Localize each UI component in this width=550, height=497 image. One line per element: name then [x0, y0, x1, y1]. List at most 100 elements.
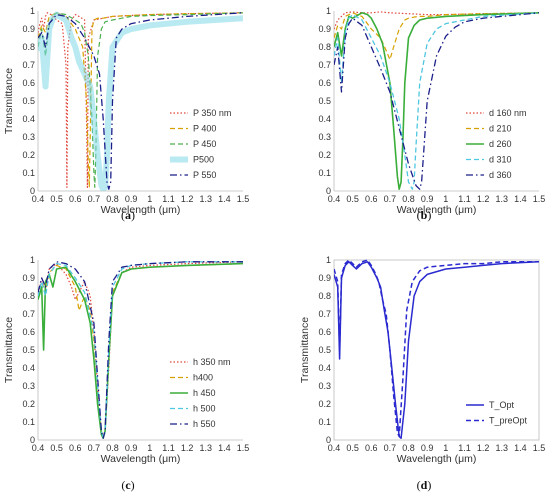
x-tick-label: 0.7: [384, 194, 397, 204]
legend-entry: P 400: [193, 124, 216, 134]
x-tick-label: 0.4: [32, 443, 45, 453]
x-tick-label: 1.3: [199, 194, 212, 204]
legend-entry: d 360: [489, 170, 512, 180]
x-tick-label: 0.6: [365, 194, 378, 204]
x-tick-label: 1.1: [162, 443, 175, 453]
y-tick-label: 0.6: [22, 78, 35, 88]
series-line-2: [38, 12, 243, 188]
y-tick-label: 0.3: [318, 132, 331, 142]
y-tick-label: 1: [326, 255, 331, 265]
y-tick-label: 0.6: [22, 327, 35, 337]
y-tick-label: 0.7: [318, 60, 331, 70]
legend-entry: P500: [193, 155, 214, 165]
y-tick-label: 0.2: [22, 399, 35, 409]
y-tick-label: 0: [30, 435, 35, 445]
y-tick-label: 0.4: [22, 114, 35, 124]
x-tick-label: 0.8: [106, 194, 119, 204]
series-group: [38, 11, 243, 191]
x-tick-label: 0.6: [69, 443, 82, 453]
legend: h 350 nm h400 h 450 h 500 h 550: [170, 357, 231, 429]
y-tick-label: 1: [326, 6, 331, 16]
panel-label: (c): [121, 478, 134, 492]
x-tick-label: 1.4: [218, 194, 231, 204]
y-tick-label: 0.8: [318, 291, 331, 301]
series-group: [334, 11, 539, 190]
x-tick-label: 1.4: [514, 443, 527, 453]
y-tick-label: 0.3: [22, 381, 35, 391]
y-tick-label: 0.1: [318, 168, 331, 178]
y-tick-label: 0.2: [318, 150, 331, 160]
x-tick-label: 1: [147, 443, 152, 453]
series-line-5: [38, 12, 243, 190]
x-axis-label: Wavelength (μm): [397, 204, 477, 216]
series-group: [334, 259, 539, 439]
y-tick-label: 0.6: [318, 78, 331, 88]
series-line-5: [38, 261, 243, 439]
legend: T_Opt T_preOpt: [466, 400, 528, 426]
y-tick-label: 0.1: [22, 168, 35, 178]
x-tick-label: 0.9: [125, 194, 138, 204]
x-tick-label: 1.5: [237, 443, 250, 453]
y-tick-label: 0.8: [318, 42, 331, 52]
legend-entry: T_preOpt: [489, 416, 528, 426]
x-tick-label: 1.4: [218, 443, 231, 453]
y-tick-label: 0.7: [22, 309, 35, 319]
series-line-5: [334, 12, 539, 190]
legend: d 160 nm d 210 d 260 d 310 d 360: [466, 108, 527, 180]
panel-label: (d): [417, 478, 432, 492]
x-tick-label: 1.2: [181, 194, 194, 204]
x-tick-label: 0.6: [365, 443, 378, 453]
y-tick-label: 0.9: [22, 273, 35, 283]
y-tick-label: 0.2: [318, 399, 331, 409]
legend-entry: h 500: [193, 404, 216, 414]
legend-entry: d 160 nm: [489, 108, 527, 118]
x-tick-label: 0.9: [125, 443, 138, 453]
panel-a: 0 0.1 0.2 0.3 0.4 0.5 0.6 0.7 0.8 0.9 1 0.4 0.5 0.6 0.…: [3, 6, 249, 222]
y-tick-label: 0.3: [22, 132, 35, 142]
series-line-2: [334, 259, 539, 438]
y-tick-label: 0.6: [318, 327, 331, 337]
series-line-1: [334, 261, 539, 439]
x-tick-label: 1.5: [237, 194, 250, 204]
y-tick-label: 0.5: [22, 345, 35, 355]
legend: P 350 nm P 400 P 450 P500 P 550: [170, 108, 231, 180]
legend-entry: h400: [193, 373, 213, 383]
legend-entry: T_Opt: [489, 400, 515, 410]
legend-entry: P 350 nm: [193, 108, 231, 118]
x-tick-label: 0.9: [421, 443, 434, 453]
panel-label: (b): [417, 208, 432, 222]
x-tick-label: 1.2: [181, 443, 194, 453]
y-tick-label: 0.7: [318, 309, 331, 319]
series-line-4: [334, 12, 539, 190]
legend-entry: d 260: [489, 139, 512, 149]
x-tick-label: 1.3: [495, 194, 508, 204]
x-tick-label: 1.2: [477, 443, 490, 453]
x-axis-label: Wavelength (μm): [101, 453, 181, 465]
legend-entry: d 310: [489, 155, 512, 165]
panel-b: 0 0.1 0.2 0.3 0.4 0.5 0.6 0.7 0.8 0.9 1 0.4 0.5 0.6 0.…: [318, 6, 545, 222]
y-tick-label: 0.2: [22, 150, 35, 160]
y-tick-label: 0.9: [318, 24, 331, 34]
x-tick-label: 0.8: [402, 443, 415, 453]
x-tick-label: 0.5: [50, 443, 63, 453]
x-tick-label: 0.7: [88, 443, 101, 453]
x-tick-label: 0.7: [88, 194, 101, 204]
x-tick-label: 0.4: [328, 443, 341, 453]
x-tick-label: 1.2: [477, 194, 490, 204]
legend-entry: h 550: [193, 419, 216, 429]
series-line-2: [334, 12, 539, 61]
legend-entry: h 350 nm: [193, 357, 231, 367]
x-tick-label: 1.1: [162, 194, 175, 204]
y-axis-label: Transmittance: [3, 317, 15, 383]
x-tick-label: 1.4: [514, 194, 527, 204]
y-tick-label: 1: [30, 255, 35, 265]
panel-d: 0 0.1 0.2 0.3 0.4 0.5 0.6 0.7 0.8 0.9 1 0.4 0.5 0.6 0.…: [299, 255, 545, 492]
y-tick-label: 0.4: [22, 363, 35, 373]
x-tick-label: 1.1: [458, 443, 471, 453]
x-tick-label: 1.3: [199, 443, 212, 453]
y-axis-label: Transmittance: [3, 68, 15, 134]
series-group: [38, 261, 243, 439]
x-axis-label: Wavelength (μm): [397, 453, 477, 465]
x-tick-label: 0.5: [346, 194, 359, 204]
